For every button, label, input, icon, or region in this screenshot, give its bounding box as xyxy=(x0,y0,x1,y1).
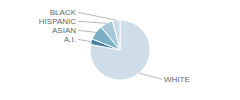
svg-text:WHITE: WHITE xyxy=(164,75,190,84)
svg-text:ASIAN: ASIAN xyxy=(52,26,76,35)
svg-text:HISPANIC: HISPANIC xyxy=(39,17,76,26)
svg-text:A.I.: A.I. xyxy=(64,35,76,44)
svg-text:BLACK: BLACK xyxy=(50,8,77,17)
